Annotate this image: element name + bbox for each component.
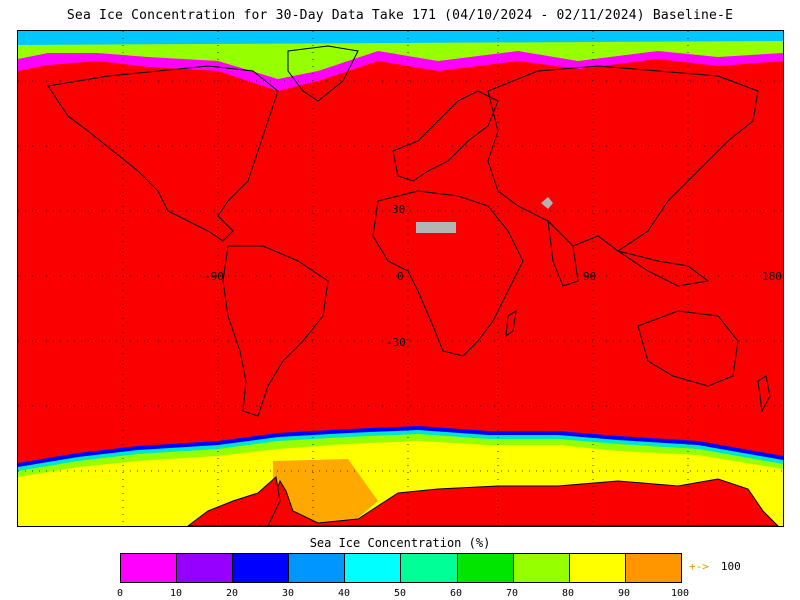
antarctic-peninsula <box>187 476 281 526</box>
grid-label-lon-0: 0 <box>397 270 404 283</box>
colorbar-segment <box>569 554 626 582</box>
colorbar-segment <box>457 554 514 582</box>
new-zealand-outline <box>757 375 771 413</box>
colorbar-title: Sea Ice Concentration (%) <box>309 536 491 550</box>
colorbar-tick-label: 70 <box>505 588 519 599</box>
colorbar-segment <box>345 554 402 582</box>
antarctica-land <box>267 478 779 526</box>
arctic-top <box>18 31 783 45</box>
map-title: Sea Ice Concentration for 30-Day Data Ta… <box>66 8 734 23</box>
colorbar-segment <box>625 554 681 582</box>
colorbar-tick-label: 60 <box>449 588 463 599</box>
colorbar-segment <box>289 554 346 582</box>
greenland-outline <box>287 45 359 102</box>
colorbar <box>120 553 682 583</box>
colorbar-segment <box>513 554 570 582</box>
colorbar-tick-label: 100 <box>670 588 690 599</box>
colorbar-tick-label: 90 <box>617 588 631 599</box>
india-outline <box>547 219 579 287</box>
grid-label-lat-30n: 30 <box>392 203 405 216</box>
missing-data <box>416 197 553 233</box>
colorbar-segment <box>121 554 178 582</box>
grid-label-lon-90w: -90 <box>204 270 224 283</box>
colorbar-segment <box>177 554 234 582</box>
grid-label-lat-30s: -30 <box>386 336 406 349</box>
graticule <box>18 31 783 526</box>
map-canvas: 30 -90 0 90 180 -30 <box>18 31 783 526</box>
antarctic-ice-belt <box>18 426 783 526</box>
north-america-outline <box>47 65 279 242</box>
arctic-ice-fringe <box>18 31 783 91</box>
australia-outline <box>637 310 739 387</box>
africa-outline <box>372 190 524 357</box>
colorbar-tick-label: 20 <box>225 588 239 599</box>
europe-outline <box>392 90 499 182</box>
ice-pack-orange <box>273 459 378 526</box>
colorbar-tick-label: 0 <box>116 588 124 599</box>
asia-outline <box>487 65 759 252</box>
overflow-arrow: +-> <box>689 560 709 573</box>
colorbar-tick-label: 30 <box>281 588 295 599</box>
southeast-asia-outline <box>617 250 710 287</box>
colorbar-overflow: +-> 100 <box>689 560 741 573</box>
colorbar-segment <box>401 554 458 582</box>
colorbar-tick-label: 40 <box>337 588 351 599</box>
continent-outlines <box>47 45 771 417</box>
colorbar-segment <box>233 554 290 582</box>
missing-data-sahara <box>416 222 456 233</box>
sea-ice-map: 30 -90 0 90 180 -30 <box>17 30 784 527</box>
grid-label-lon-180: 180 <box>762 270 782 283</box>
colorbar-tick-label: 10 <box>169 588 183 599</box>
overflow-value: 100 <box>720 560 741 573</box>
madagascar-outline <box>505 310 517 338</box>
grid-label-lon-90e: 90 <box>583 270 596 283</box>
missing-data-tibet <box>541 197 553 209</box>
south-america-outline <box>222 245 329 417</box>
colorbar-tick-label: 50 <box>393 588 407 599</box>
colorbar-tick-label: 80 <box>561 588 575 599</box>
